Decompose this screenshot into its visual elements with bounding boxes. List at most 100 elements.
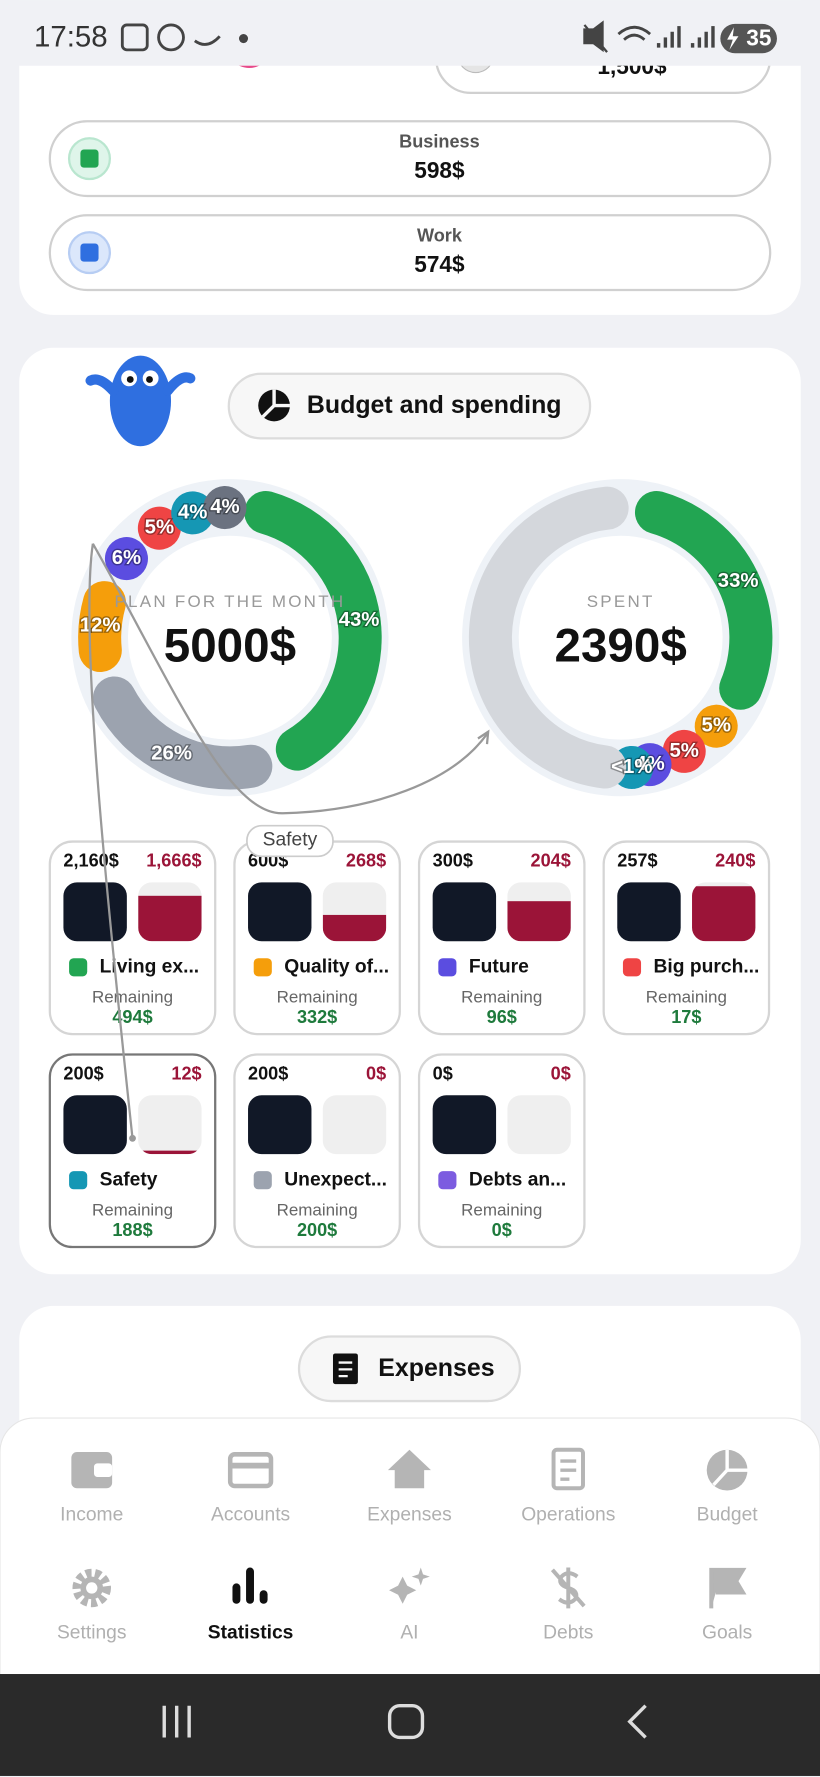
spent-box	[507, 1095, 571, 1155]
nav-icon	[709, 1567, 747, 1609]
account-label: Business	[399, 132, 480, 152]
battery-level: 35	[746, 25, 771, 51]
category-icon	[438, 958, 457, 977]
pointer-head	[477, 729, 490, 745]
battery	[720, 23, 777, 54]
pointer-line	[91, 543, 488, 815]
nav-icon-part	[709, 1567, 747, 1609]
category-icon	[253, 958, 272, 977]
category-icon	[69, 958, 88, 977]
nav-label[interactable]: Settings	[57, 1622, 127, 1643]
nav-icon-part	[71, 1452, 113, 1489]
segment-label: <1%	[611, 756, 652, 778]
system-home[interactable]	[387, 1704, 425, 1740]
remaining-amount: 200$	[297, 1220, 337, 1240]
segment-label: 5%	[669, 740, 698, 762]
category-plan: 0$	[433, 1064, 453, 1084]
donut-total: 5000$	[164, 620, 296, 673]
account-pill[interactable]	[48, 214, 772, 292]
mascot-arms	[85, 372, 196, 396]
mascot-body	[109, 355, 172, 447]
nav-label[interactable]: Income	[60, 1505, 123, 1526]
status-icon	[193, 35, 221, 46]
donut-remainder	[468, 486, 629, 789]
nav-icon-part	[232, 1583, 241, 1604]
expenses-icon-lines	[338, 1361, 353, 1378]
segment-label: 43%	[339, 609, 380, 631]
segment-label: 12%	[80, 615, 121, 637]
signal-bar	[663, 37, 668, 48]
nav-icon	[551, 1447, 585, 1491]
budget-card	[19, 347, 801, 1275]
account-amount: 598$	[414, 157, 465, 183]
plan-box	[248, 1095, 312, 1155]
nav-icon-part	[246, 1567, 254, 1604]
tooltip	[246, 824, 334, 858]
nav-icon	[387, 1449, 431, 1489]
nav-label[interactable]: Debts	[543, 1622, 593, 1643]
segment-label: 5%	[702, 715, 731, 737]
remaining-label: Remaining	[461, 1200, 542, 1219]
nav-icon	[72, 1568, 111, 1608]
signal-bar	[670, 31, 674, 48]
status-time: 17:58	[34, 20, 108, 53]
nav-icon-part	[560, 1459, 577, 1481]
nav-label[interactable]: Accounts	[211, 1505, 290, 1526]
category-plan: 200$	[63, 1064, 103, 1084]
remaining-label: Remaining	[277, 1200, 358, 1219]
status-icon	[617, 25, 652, 41]
nav-label[interactable]: Goals	[702, 1622, 752, 1643]
account-amount: 574$	[414, 251, 465, 277]
category-plan: 200$	[248, 1064, 288, 1084]
nav-icon-part	[259, 1590, 268, 1604]
plan-box	[63, 1095, 127, 1155]
tooltip-text: Safety	[263, 830, 318, 851]
nav-icon	[232, 1567, 268, 1604]
signal-bar	[711, 26, 715, 48]
nav-label[interactable]: AI	[400, 1622, 418, 1643]
account-icon	[80, 149, 99, 168]
category-plan: 257$	[617, 851, 657, 871]
system-recents[interactable]	[162, 1705, 191, 1738]
category-spent: 268$	[346, 851, 386, 871]
spent-fill	[138, 895, 202, 942]
remaining-amount: 332$	[297, 1007, 337, 1027]
nav-icon	[71, 1452, 113, 1489]
status-icon	[157, 23, 185, 52]
nav-icon-part	[86, 1582, 98, 1594]
nav-label[interactable]: Statistics	[208, 1622, 294, 1643]
nav-label[interactable]: Operations	[521, 1505, 615, 1526]
category-name: Debts an...	[469, 1169, 566, 1190]
nav-icon-part	[387, 1449, 431, 1489]
donut-caption: PLAN FOR THE MONTH	[114, 592, 345, 611]
plan-box	[432, 1095, 497, 1155]
segment-label: 5%	[145, 517, 174, 539]
signal-bar	[656, 43, 661, 48]
nav-icon-part	[389, 1567, 430, 1604]
nav-icon-part	[712, 1449, 748, 1487]
spent-box	[322, 1095, 387, 1155]
nav-icon-part	[550, 1567, 586, 1609]
category-spent: 0$	[551, 1064, 571, 1084]
category-icon	[69, 1171, 88, 1190]
category-icon	[253, 1171, 272, 1190]
account-pill[interactable]	[48, 120, 772, 198]
spent-fill	[507, 901, 571, 942]
nav-icon	[706, 1449, 748, 1491]
nav-icon	[227, 1452, 274, 1489]
category-icon	[622, 958, 642, 977]
category-spent: 1,666$	[146, 851, 201, 871]
donut-caption: SPENT	[587, 592, 655, 611]
signal-bar	[690, 43, 695, 48]
status-icon	[120, 23, 149, 52]
nav-label[interactable]: Budget	[697, 1505, 759, 1526]
donut-segment	[92, 676, 273, 790]
system-back[interactable]	[627, 1704, 647, 1739]
nav-icon-part	[227, 1452, 274, 1489]
nav-label[interactable]: Expenses	[367, 1505, 452, 1526]
plan-box	[432, 882, 497, 942]
nav-icon-part	[94, 1463, 113, 1477]
spent-box	[138, 1095, 202, 1155]
remaining-amount: 0$	[492, 1220, 512, 1240]
